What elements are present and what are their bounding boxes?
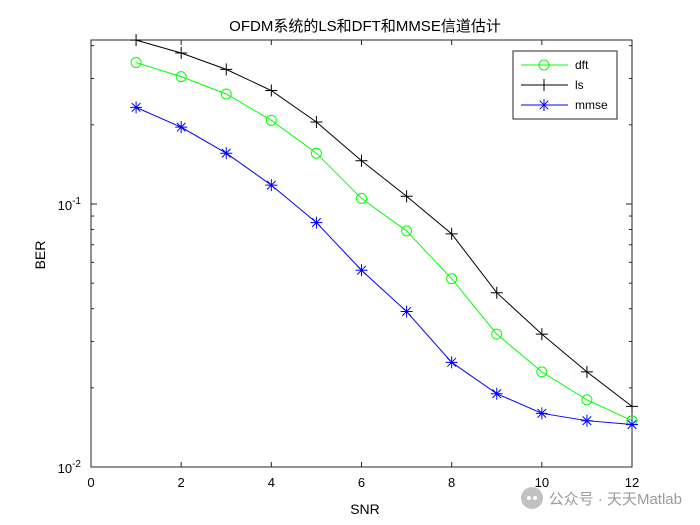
data-point-mmse xyxy=(580,414,593,427)
y-tick-label: 10-1 xyxy=(58,196,82,213)
x-tick-label: 10 xyxy=(535,475,549,490)
x-tick-label: 8 xyxy=(448,475,455,490)
data-point-mmse xyxy=(626,418,638,431)
data-point-dft xyxy=(491,328,503,340)
series-line-ls xyxy=(135,39,633,407)
series-mmse xyxy=(130,101,638,431)
data-point-mmse xyxy=(310,216,323,229)
legend-marker xyxy=(538,99,550,111)
data-point-mmse xyxy=(535,407,548,420)
wechat-icon xyxy=(520,487,543,509)
legend-item-ls: ls xyxy=(521,78,584,92)
data-point-dft xyxy=(265,114,277,126)
data-point-ls xyxy=(265,84,278,97)
legend: dft ls mmse xyxy=(512,50,618,120)
series-line-mmse xyxy=(135,106,633,426)
data-point-mmse xyxy=(355,264,368,277)
data-point-dft xyxy=(175,71,187,83)
data-point-dft xyxy=(130,57,142,69)
data-point-ls xyxy=(175,47,188,60)
data-point-mmse xyxy=(490,387,503,400)
data-point-mmse xyxy=(265,179,278,192)
data-point-mmse xyxy=(220,147,233,160)
plot-area: 0 2 4 6 8 10 12 10-1 10-2 dft ls mmse xyxy=(58,34,639,490)
data-point-ls xyxy=(490,286,503,299)
legend-marker xyxy=(538,59,550,71)
x-tick-label: 4 xyxy=(268,475,275,490)
series-line-dft xyxy=(135,62,633,422)
data-point-dft xyxy=(356,192,367,204)
data-point-ls xyxy=(310,116,323,129)
data-point-ls xyxy=(130,34,143,47)
y-tick-label: 10-2 xyxy=(58,459,82,476)
data-point-ls xyxy=(220,63,233,76)
legend-item-mmse: mmse xyxy=(521,98,608,112)
watermark-text: 公众号 · 天天Matlab xyxy=(548,490,682,508)
watermark: 公众号 · 天天Matlab xyxy=(520,487,682,509)
data-point-ls xyxy=(535,328,548,341)
data-point-dft xyxy=(310,147,322,159)
legend-marker xyxy=(538,79,550,91)
data-point-ls xyxy=(355,154,368,167)
data-point-mmse xyxy=(445,356,458,369)
data-point-dft xyxy=(536,366,548,378)
legend-item-dft: dft xyxy=(521,58,589,72)
data-point-ls xyxy=(626,400,638,413)
legend-label: ls xyxy=(575,78,584,92)
data-point-ls xyxy=(445,227,458,240)
data-point-ls xyxy=(580,365,593,378)
data-point-ls xyxy=(400,190,413,203)
data-point-mmse xyxy=(175,121,188,134)
x-tick-label: 2 xyxy=(178,475,185,490)
data-point-mmse xyxy=(130,101,143,114)
x-tick-label: 12 xyxy=(625,475,639,490)
chart-title: OFDM系统的LS和DFT和MMSE信道估计 xyxy=(229,18,501,35)
data-point-dft xyxy=(446,273,458,285)
series-ls xyxy=(130,34,638,413)
x-tick-label: 6 xyxy=(358,475,365,490)
data-point-dft xyxy=(581,394,593,406)
data-point-mmse xyxy=(400,305,413,318)
y-axis-label: BER xyxy=(32,241,48,270)
data-point-dft xyxy=(220,88,232,100)
legend-label: dft xyxy=(575,58,589,72)
data-point-dft xyxy=(401,225,413,237)
legend-label: mmse xyxy=(575,98,608,112)
series-dft xyxy=(130,57,638,427)
x-axis-label: SNR xyxy=(350,501,380,517)
x-tick-label: 0 xyxy=(87,475,94,490)
